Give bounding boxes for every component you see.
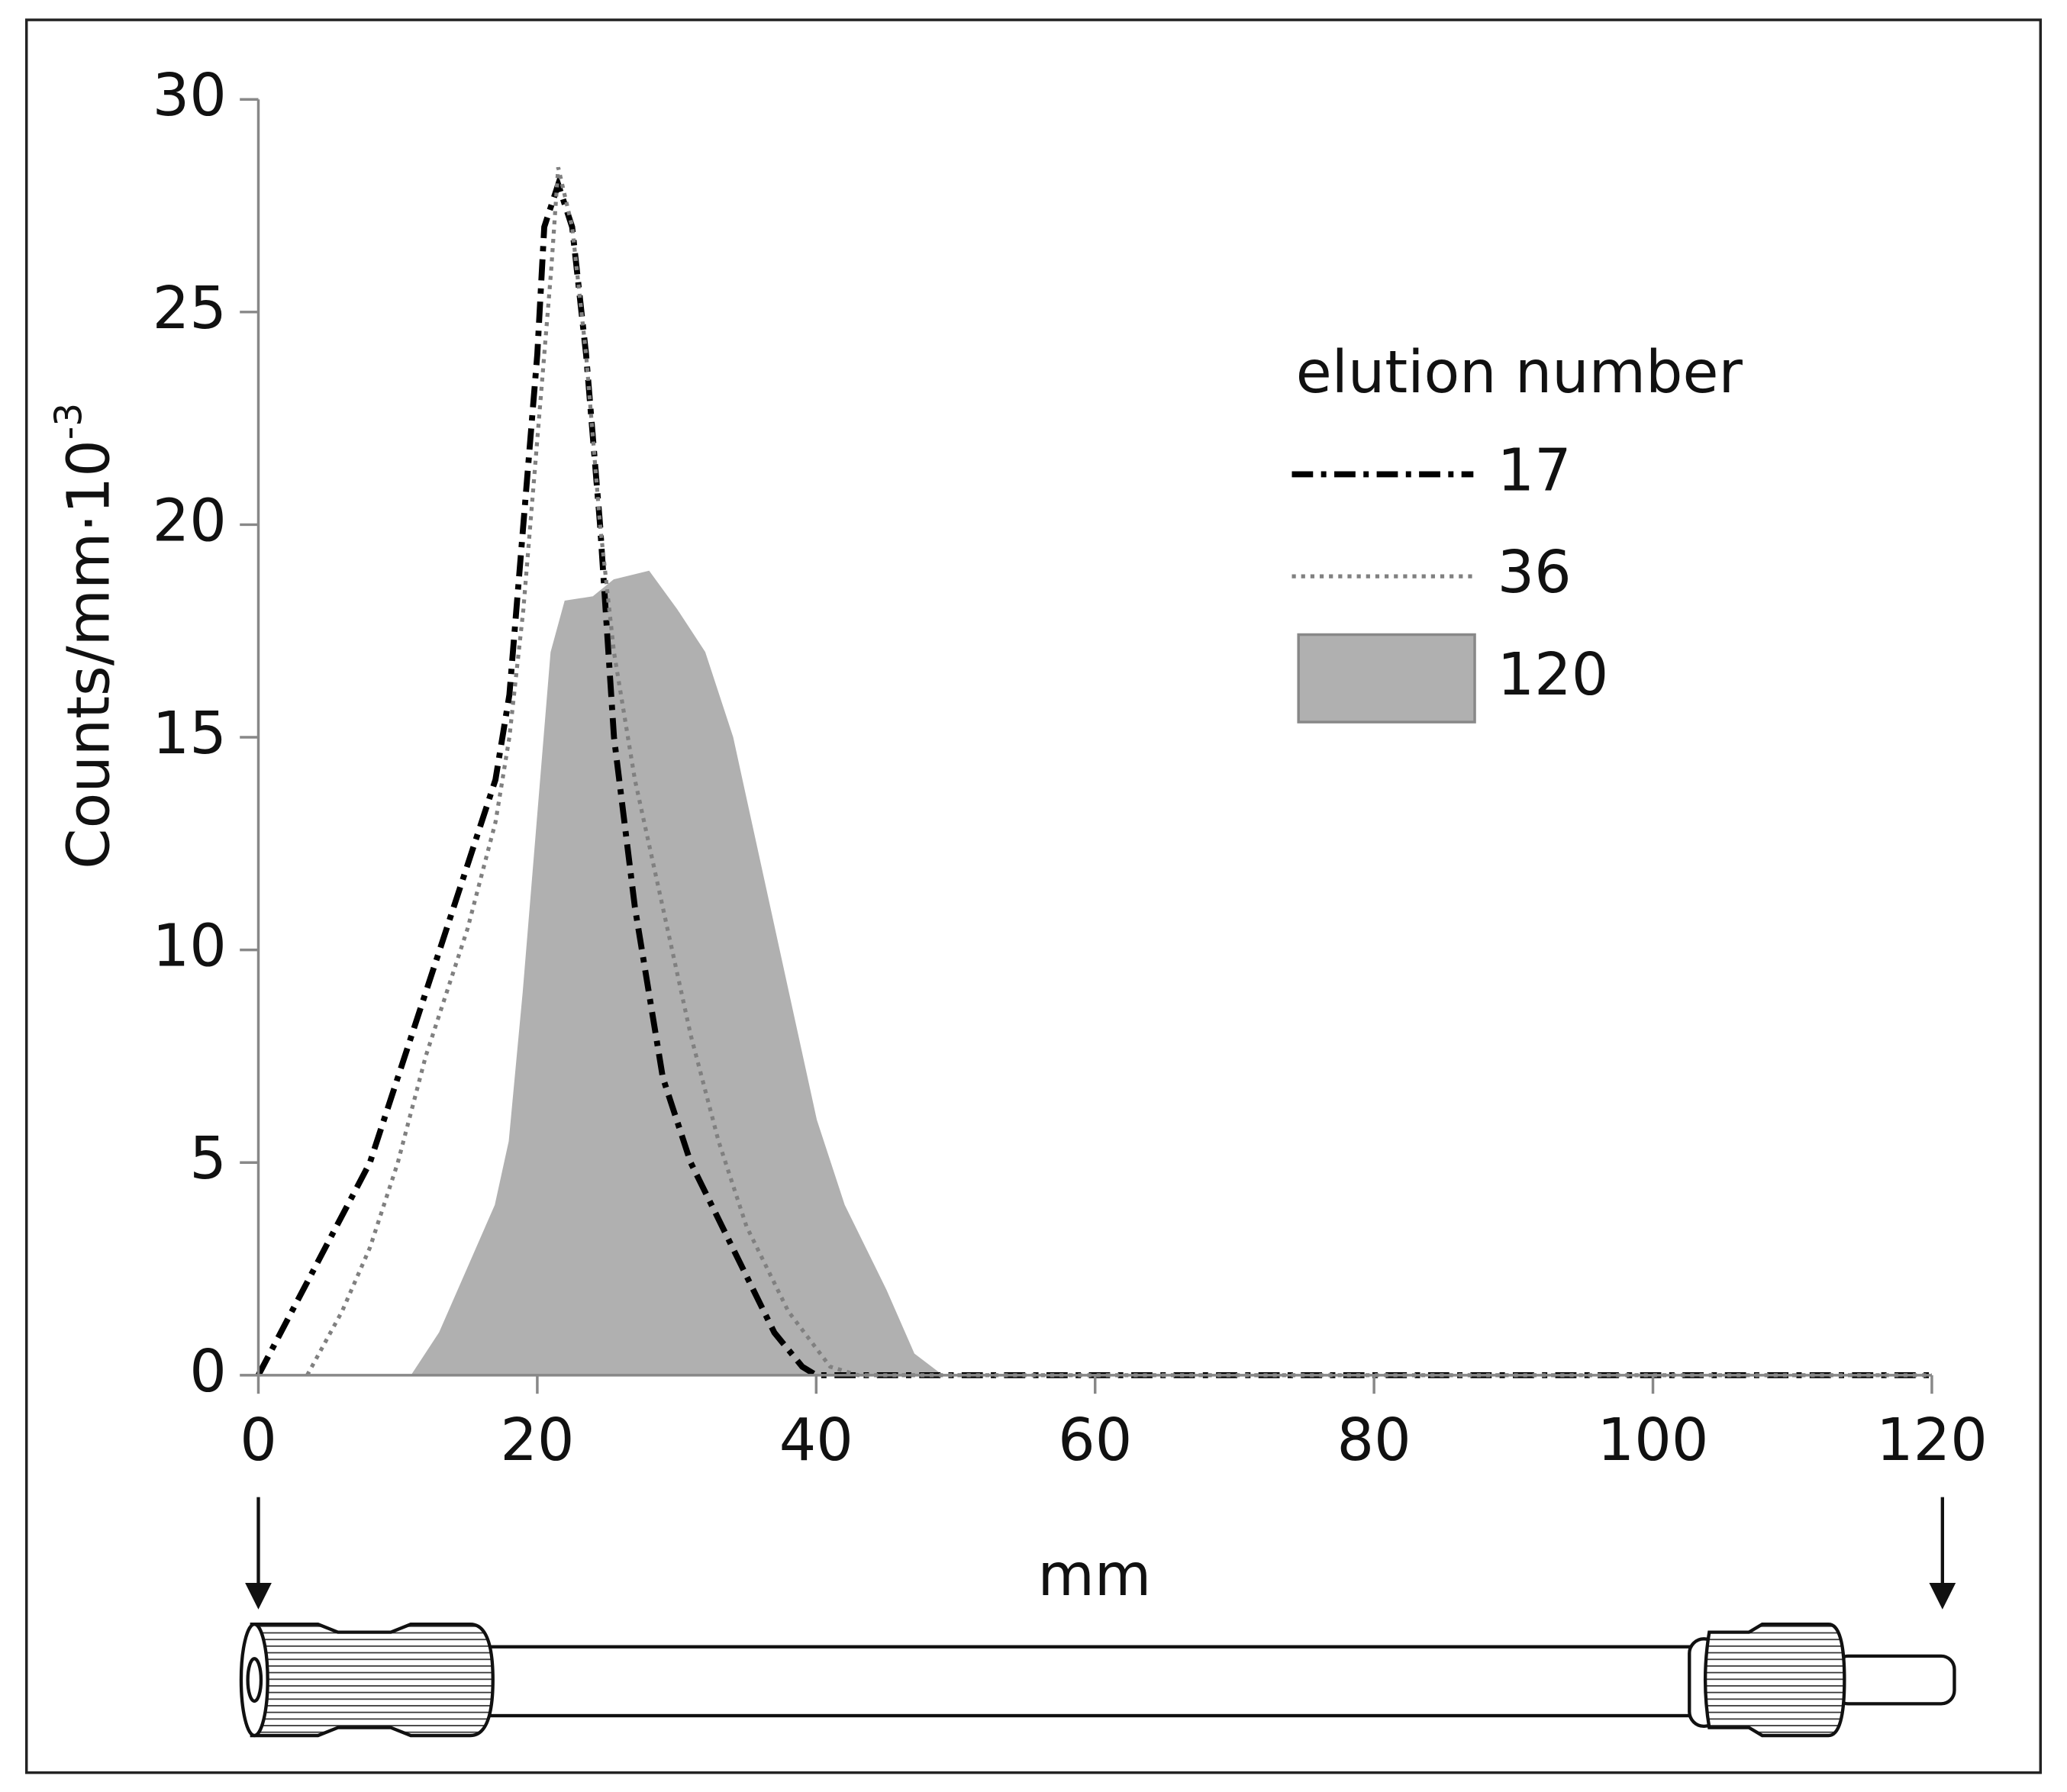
y-label-exponent: -3 bbox=[48, 403, 91, 440]
line bbox=[256, 175, 1932, 1378]
legend-label: 120 bbox=[1498, 641, 1609, 709]
y-axis-label: Counts/mm·10-3 bbox=[48, 403, 124, 869]
x-tick-label: 120 bbox=[1876, 1407, 1988, 1475]
y-tick-label: 5 bbox=[189, 1125, 227, 1193]
column-drawing bbox=[239, 1497, 1956, 1738]
legend-label: 36 bbox=[1498, 539, 1572, 607]
x-tick-label: 80 bbox=[1337, 1407, 1411, 1475]
legend-label: 17 bbox=[1498, 437, 1572, 504]
y-tick-label: 0 bbox=[189, 1338, 227, 1406]
x-tick-label: 20 bbox=[500, 1407, 574, 1475]
y-tick-label: 15 bbox=[153, 700, 227, 768]
x-axis-label: mm bbox=[1037, 1542, 1151, 1610]
area bbox=[410, 570, 1932, 1376]
y-tick-label: 25 bbox=[153, 275, 227, 343]
y-label-text: Counts/mm·10 bbox=[55, 440, 123, 869]
y-tick-label: 20 bbox=[153, 487, 227, 555]
x-tick-label: 100 bbox=[1598, 1407, 1709, 1475]
frame bbox=[24, 18, 2043, 1774]
x-tick-label: 40 bbox=[779, 1407, 853, 1475]
x-tick-label: 0 bbox=[240, 1407, 277, 1475]
y-tick-label: 30 bbox=[153, 62, 227, 130]
legend-title: elution number bbox=[1296, 339, 1743, 407]
y-tick-label: 10 bbox=[153, 913, 227, 981]
x-tick-label: 60 bbox=[1058, 1407, 1132, 1475]
legend-swatch bbox=[1297, 633, 1476, 724]
